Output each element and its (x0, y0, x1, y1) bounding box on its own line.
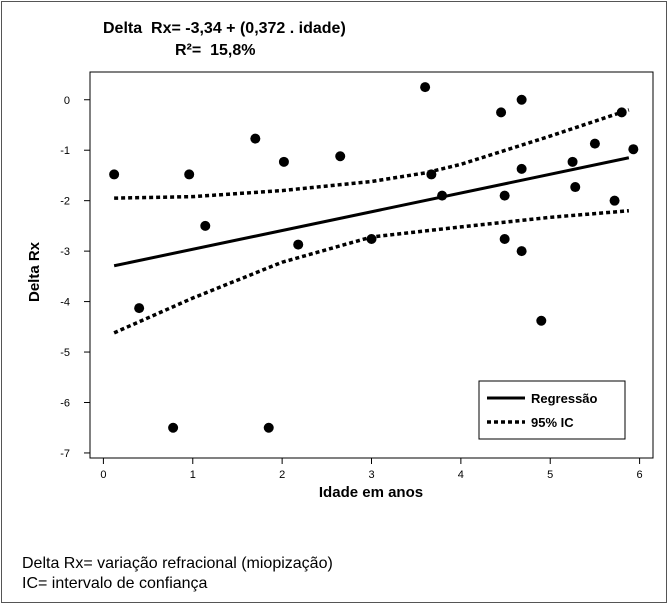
data-point (168, 422, 179, 433)
data-point (616, 107, 627, 118)
data-point (496, 107, 507, 118)
data-point (293, 239, 304, 250)
axis-ticks: 0 1 2 3 4 5 6 0 -1 -2 -3 -4 -5 -6 -7 (60, 95, 642, 481)
y-tick-label: -3 (60, 246, 70, 258)
data-point (184, 169, 195, 180)
data-point (609, 195, 620, 206)
y-tick-label: -6 (60, 397, 70, 409)
data-point (335, 151, 346, 162)
data-point (426, 169, 437, 180)
confidence-band-line (113, 209, 630, 335)
x-tick-label: 5 (547, 469, 553, 481)
legend: Regressão 95% IC (478, 380, 626, 440)
data-point (200, 220, 211, 231)
data-point (628, 144, 639, 155)
data-point (278, 156, 289, 167)
x-tick-label: 6 (637, 469, 643, 481)
data-point (109, 169, 120, 180)
data-point (263, 422, 274, 433)
y-tick-label: 0 (64, 95, 70, 107)
data-point (589, 138, 600, 149)
regression-line (113, 156, 630, 268)
y-tick-label: -2 (60, 196, 70, 208)
y-tick-label: -5 (60, 347, 70, 359)
legend-label-ci: 95% IC (531, 415, 574, 430)
y-tick-label: -1 (60, 145, 70, 157)
y-axis-label: Delta Rx (26, 241, 43, 302)
legend-box (478, 380, 626, 440)
data-point (250, 133, 261, 144)
data-point (420, 82, 431, 93)
regression-lines (113, 108, 630, 335)
x-tick-label: 2 (279, 469, 285, 481)
y-tick-label: -4 (60, 297, 70, 309)
data-point (437, 190, 448, 201)
data-point (567, 156, 578, 167)
x-tick-label: 4 (458, 469, 464, 481)
x-tick-label: 1 (190, 469, 196, 481)
y-tick-label: -7 (60, 448, 70, 460)
data-point (570, 182, 581, 193)
data-point (536, 315, 547, 326)
footnote-delta-rx: Delta Rx= variação refracional (miopizaç… (22, 555, 333, 572)
chart-title-equation: Delta Rx= -3,34 + (0,372 . idade) (103, 20, 346, 37)
data-point (499, 190, 510, 201)
chart-title-r-squared: R²= 15,8% (175, 42, 256, 59)
data-point (516, 246, 527, 257)
legend-label-regression: Regressão (531, 391, 598, 406)
x-axis-label: Idade em anos (319, 484, 423, 501)
data-points (109, 82, 639, 433)
x-tick-label: 3 (368, 469, 374, 481)
confidence-band-line (114, 108, 630, 200)
data-point (366, 234, 377, 245)
data-point (516, 94, 527, 105)
data-point (134, 303, 145, 314)
data-point (499, 234, 510, 245)
footnote-ic: IC= intervalo de confiança (22, 575, 208, 592)
x-tick-label: 0 (100, 469, 106, 481)
data-point (516, 163, 527, 174)
